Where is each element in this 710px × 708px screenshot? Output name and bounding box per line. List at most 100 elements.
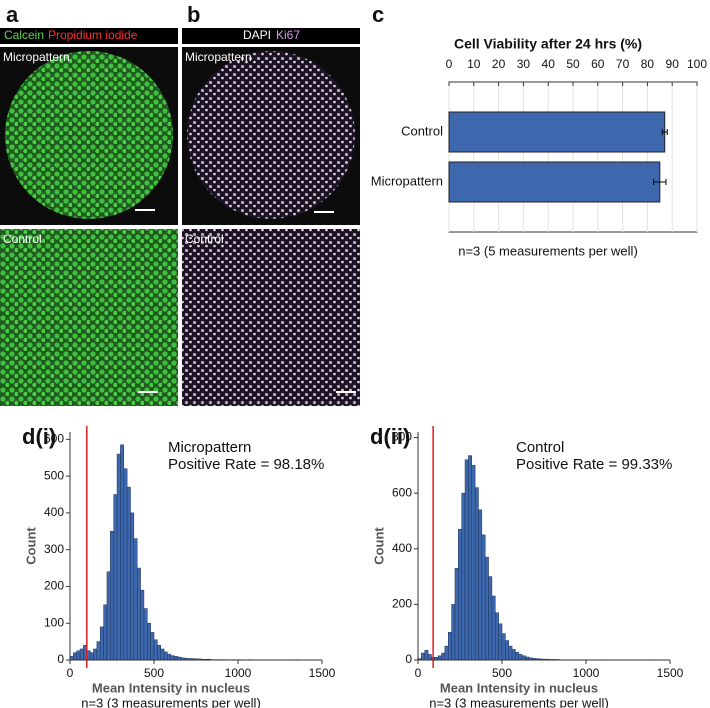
bar (491, 595, 496, 661)
bar (488, 576, 493, 661)
y-tick-label: 400 (392, 541, 412, 555)
x-axis-label: Mean Intensity in nucleus (440, 680, 598, 695)
bar (116, 453, 121, 661)
bar (447, 631, 452, 661)
panel-label: d(i) (22, 424, 56, 449)
y-tick-label: 500 (44, 468, 64, 482)
x-tick-label: 0 (446, 57, 453, 71)
bar (106, 571, 111, 661)
bar (170, 655, 175, 661)
bar (464, 459, 469, 661)
x-tick-label: 0 (415, 666, 422, 680)
x-tick-label: 1500 (657, 666, 684, 680)
note: n=3 (3 measurements per well) (429, 695, 609, 708)
bar (454, 567, 459, 661)
bar (461, 492, 466, 661)
x-tick-label: 60 (591, 57, 605, 71)
bar (427, 654, 432, 661)
bar (437, 655, 442, 661)
bar (110, 531, 114, 661)
bar (424, 650, 429, 661)
bar (136, 567, 141, 661)
x-tick-label: 40 (542, 57, 556, 71)
bar (73, 652, 77, 661)
bar (501, 633, 506, 661)
bar (478, 509, 483, 661)
bar (103, 604, 108, 661)
y-tick-label: 300 (44, 542, 64, 556)
bar (150, 632, 155, 661)
annotation: Positive Rate = 99.33% (516, 456, 672, 473)
micropattern (5, 51, 173, 219)
bar (96, 641, 101, 661)
x-tick-label: 50 (566, 57, 580, 71)
y-tick-label: 600 (392, 485, 412, 499)
panel-label: d(ii) (370, 424, 410, 449)
bar (468, 455, 473, 661)
bar (444, 645, 449, 661)
y-tick-label: 0 (405, 652, 412, 666)
y-tick-label: Micropattern (371, 173, 443, 188)
x-tick-label: 500 (492, 666, 512, 680)
stain-label: Ki67 (276, 28, 300, 42)
bar (120, 444, 125, 661)
bar (511, 649, 516, 661)
bar (79, 648, 84, 661)
bar (508, 645, 513, 661)
bar (99, 626, 104, 661)
bar (76, 650, 81, 661)
bar (113, 494, 118, 661)
image (0, 229, 178, 406)
x-axis-label: Mean Intensity in nucleus (92, 680, 250, 695)
x-tick-label: 1000 (225, 666, 252, 680)
bar (498, 623, 503, 661)
y-tick-label: 200 (44, 579, 64, 593)
bar (133, 538, 138, 661)
y-axis-label: Count (371, 527, 386, 565)
y-tick-label: 100 (44, 615, 64, 629)
y-tick-label: 400 (44, 505, 64, 519)
chart-title: Cell Viability after 24 hrs (%) (454, 36, 642, 52)
x-tick-label: 1000 (573, 666, 600, 680)
bar (521, 655, 526, 661)
bar (153, 639, 158, 661)
bar (89, 652, 94, 661)
image-label: Micropattern (3, 50, 70, 64)
x-tick-label: 1500 (309, 666, 336, 680)
bar (157, 645, 161, 661)
panel-label: a (6, 2, 19, 27)
bar (123, 468, 128, 661)
x-axis-label: n=3 (5 measurements per well) (458, 243, 638, 258)
bar (505, 640, 509, 661)
panel-label: b (187, 2, 200, 27)
bar (495, 612, 499, 661)
x-tick-label: 90 (666, 57, 680, 71)
bar (451, 604, 456, 661)
bar (448, 111, 666, 153)
bar (93, 648, 98, 661)
x-tick-label: 500 (144, 666, 164, 680)
bar (481, 534, 486, 661)
bar (163, 651, 168, 661)
bar (515, 651, 520, 661)
y-tick-label: Control (401, 123, 443, 138)
bar (173, 656, 178, 661)
annotation: Control (516, 439, 564, 456)
image-label: Micropattern (185, 50, 252, 64)
y-tick-label: 600 (44, 432, 64, 446)
bar (471, 465, 476, 661)
bar (518, 654, 523, 661)
x-tick-label: 80 (641, 57, 655, 71)
bar (130, 512, 135, 661)
x-tick-label: 70 (616, 57, 630, 71)
stain-label: DAPI (243, 28, 271, 42)
note: n=3 (3 measurements per well) (81, 695, 261, 708)
bar (167, 653, 172, 661)
bar (441, 652, 446, 661)
bar (448, 161, 661, 203)
bar (143, 608, 148, 661)
stain-label: Calcein (4, 28, 44, 42)
header-bar (0, 28, 178, 44)
